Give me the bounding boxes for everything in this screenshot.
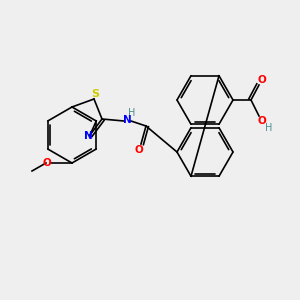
Text: H: H [128,108,136,118]
Text: N: N [123,115,131,125]
Text: H: H [265,123,273,133]
Text: O: O [258,116,266,126]
Text: O: O [135,145,143,155]
Text: O: O [43,158,51,168]
Text: S: S [91,89,99,99]
Text: O: O [258,75,266,85]
Text: N: N [84,131,92,141]
